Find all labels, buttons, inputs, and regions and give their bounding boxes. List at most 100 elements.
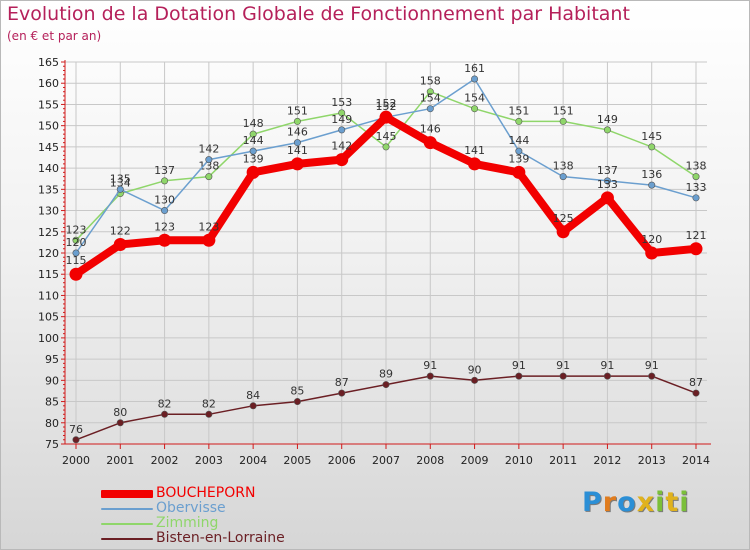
data-label-obervisse: 130 xyxy=(154,194,175,207)
data-point-boucheporn xyxy=(379,110,393,124)
data-label-obervisse: 154 xyxy=(420,92,441,105)
data-point-bisten-en-lorraine xyxy=(338,389,346,397)
data-label-obervisse: 144 xyxy=(508,134,529,147)
data-label-boucheporn: 122 xyxy=(110,225,131,238)
y-tick-label: 90 xyxy=(45,374,59,387)
logo-letter: i xyxy=(655,487,666,518)
data-label-boucheporn: 123 xyxy=(198,220,219,233)
data-label-bisten-en-lorraine: 82 xyxy=(202,397,216,410)
data-point-zimming xyxy=(72,236,80,244)
legend-label: BOUCHEPORN xyxy=(156,485,256,501)
logo-letter: t xyxy=(665,487,680,518)
logo-letter: x xyxy=(636,487,656,518)
data-label-zimming: 123 xyxy=(66,223,87,236)
data-label-zimming: 154 xyxy=(464,92,485,105)
data-label-zimming: 138 xyxy=(686,160,707,173)
y-tick-label: 80 xyxy=(45,417,59,430)
data-label-boucheporn: 120 xyxy=(641,233,662,246)
data-label-obervisse: 133 xyxy=(686,181,707,194)
data-point-boucheporn xyxy=(556,225,570,239)
data-point-zimming xyxy=(471,105,479,113)
data-point-boucheporn xyxy=(290,157,304,171)
data-label-bisten-en-lorraine: 90 xyxy=(468,363,482,376)
data-label-bisten-en-lorraine: 89 xyxy=(379,368,393,381)
data-label-bisten-en-lorraine: 91 xyxy=(600,359,614,372)
data-point-boucheporn xyxy=(600,191,614,205)
data-point-zimming xyxy=(205,173,213,181)
data-point-obervisse xyxy=(116,185,124,193)
data-point-zimming xyxy=(426,88,434,96)
x-tick-label: 2012 xyxy=(593,454,621,467)
data-label-zimming: 145 xyxy=(641,130,662,143)
legend-label: Bisten-en-Lorraine xyxy=(156,530,285,546)
data-label-zimming: 151 xyxy=(508,104,529,117)
y-tick-label: 115 xyxy=(38,268,59,281)
data-point-zimming xyxy=(382,143,390,151)
data-label-bisten-en-lorraine: 91 xyxy=(645,359,659,372)
data-point-zimming xyxy=(249,130,257,138)
data-point-boucheporn xyxy=(158,233,172,247)
data-label-boucheporn: 121 xyxy=(686,229,707,242)
data-label-zimming: 151 xyxy=(287,104,308,117)
data-label-boucheporn: 142 xyxy=(331,140,352,153)
data-point-bisten-en-lorraine xyxy=(249,402,257,410)
legend-swatch xyxy=(101,537,153,540)
data-point-boucheporn xyxy=(689,242,703,256)
logo-letter: o xyxy=(617,487,637,518)
x-tick-label: 2013 xyxy=(638,454,666,467)
data-point-obervisse xyxy=(161,207,169,215)
y-tick-label: 150 xyxy=(38,120,59,133)
data-label-boucheporn: 125 xyxy=(553,212,574,225)
x-tick-label: 2008 xyxy=(416,454,444,467)
y-tick-label: 105 xyxy=(38,311,59,324)
data-point-zimming xyxy=(603,126,611,134)
data-label-zimming: 151 xyxy=(553,104,574,117)
y-tick-label: 135 xyxy=(38,183,59,196)
data-point-obervisse xyxy=(293,139,301,147)
data-point-boucheporn xyxy=(69,267,83,281)
chart-legend: BOUCHEPORN Obervisse Zimming Bisten-en-Lorr… xyxy=(101,486,285,546)
data-point-obervisse xyxy=(515,147,523,155)
data-label-boucheporn: 133 xyxy=(597,178,618,191)
y-tick-label: 160 xyxy=(38,77,59,90)
x-tick-label: 2000 xyxy=(62,454,90,467)
y-tick-label: 95 xyxy=(45,353,59,366)
data-label-bisten-en-lorraine: 91 xyxy=(423,359,437,372)
legend-label: Zimming xyxy=(156,515,219,531)
chart-subtitle: (en € et par an) xyxy=(7,29,102,43)
data-label-bisten-en-lorraine: 87 xyxy=(689,376,703,389)
data-point-bisten-en-lorraine xyxy=(72,436,80,444)
data-label-boucheporn: 141 xyxy=(464,144,485,157)
y-tick-label: 140 xyxy=(38,162,59,175)
x-tick-label: 2011 xyxy=(549,454,577,467)
x-tick-label: 2006 xyxy=(328,454,356,467)
data-point-boucheporn xyxy=(202,233,216,247)
x-tick-label: 2003 xyxy=(195,454,223,467)
data-label-zimming: 149 xyxy=(597,113,618,126)
data-label-obervisse: 149 xyxy=(331,113,352,126)
data-label-boucheporn: 139 xyxy=(243,152,264,165)
chart-title: Evolution de la Dotation Globale de Fonc… xyxy=(7,3,630,25)
data-label-boucheporn: 139 xyxy=(508,152,529,165)
data-point-zimming xyxy=(559,117,567,125)
logo-letter: P xyxy=(582,487,603,518)
y-tick-label: 85 xyxy=(45,396,59,409)
logo-letter: i xyxy=(679,487,690,518)
data-label-boucheporn: 146 xyxy=(420,123,441,136)
data-point-obervisse xyxy=(426,105,434,113)
data-point-bisten-en-lorraine xyxy=(471,376,479,384)
data-point-obervisse xyxy=(559,173,567,181)
data-point-obervisse xyxy=(72,249,80,257)
data-label-obervisse: 142 xyxy=(198,143,219,156)
data-point-obervisse xyxy=(603,177,611,185)
data-label-obervisse: 144 xyxy=(243,134,264,147)
data-point-obervisse xyxy=(471,75,479,83)
legend-item: Bisten-en-Lorraine xyxy=(101,531,285,546)
y-tick-label: 145 xyxy=(38,141,59,154)
data-point-zimming xyxy=(692,173,700,181)
data-point-bisten-en-lorraine xyxy=(161,410,169,418)
legend-swatch xyxy=(101,489,153,498)
proxiti-logo: Proxiti xyxy=(582,487,690,518)
data-point-boucheporn xyxy=(113,238,127,252)
